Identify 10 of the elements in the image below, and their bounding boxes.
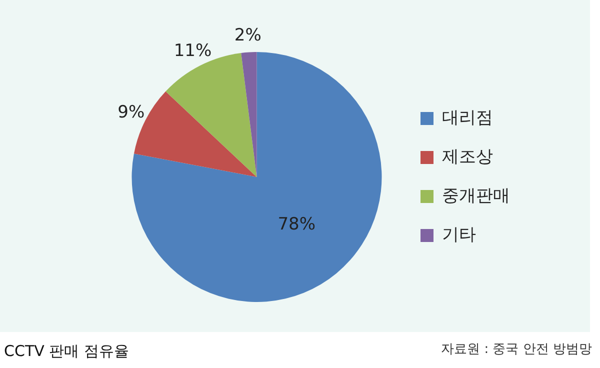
data-label: 11% bbox=[174, 40, 212, 61]
legend-label: 중개판매 bbox=[442, 186, 510, 206]
text: 자료원 : 중국 안전 방범망 bbox=[441, 341, 592, 358]
legend-label: 대리점 bbox=[442, 108, 493, 128]
legend-label: 기타 bbox=[442, 224, 476, 245]
data-label: 2% bbox=[234, 26, 262, 46]
data-label: 78% bbox=[278, 214, 316, 235]
legend-label: 제조상 bbox=[442, 146, 493, 167]
text: CCTV 판매 점유율 bbox=[4, 342, 129, 361]
data-label: 9% bbox=[118, 102, 145, 122]
